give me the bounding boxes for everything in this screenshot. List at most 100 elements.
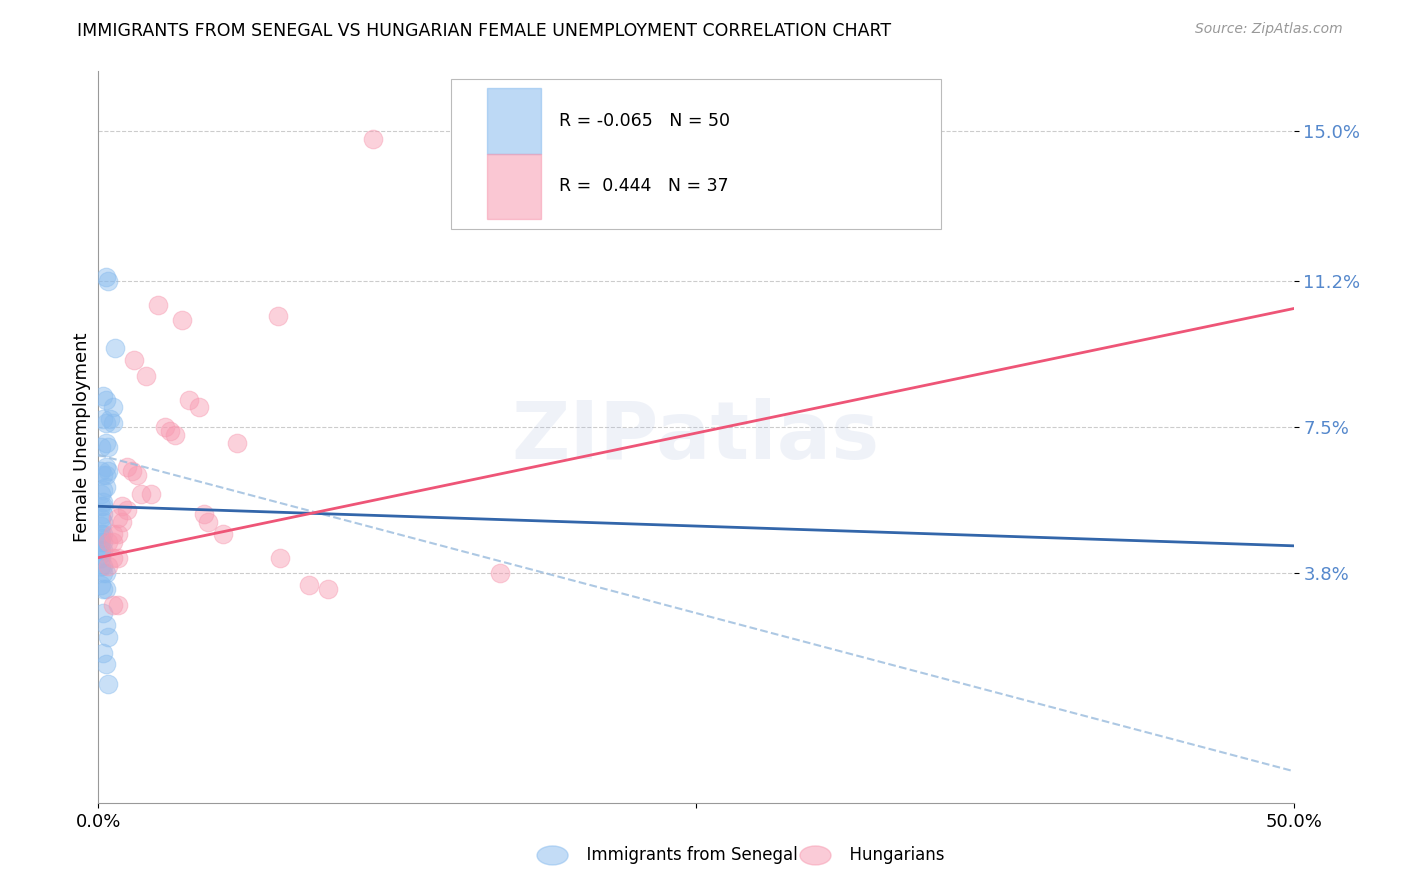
Point [90, 578, 112, 592]
Point [94, 436, 117, 450]
Point [131, 487, 153, 501]
Point [163, 428, 186, 442]
Point [111, 515, 134, 529]
Point [101, 598, 124, 612]
Point [115, 459, 138, 474]
Point [91, 534, 114, 549]
Point [91, 483, 114, 498]
Point [159, 424, 181, 438]
Point [90, 464, 112, 478]
Point [226, 436, 249, 450]
FancyBboxPatch shape [451, 78, 941, 228]
Y-axis label: Female Unemployment: Female Unemployment [73, 333, 91, 541]
Point [107, 598, 129, 612]
Point [94, 269, 117, 284]
Point [316, 582, 339, 597]
Text: Source: ZipAtlas.com: Source: ZipAtlas.com [1195, 22, 1343, 37]
Point [124, 353, 146, 368]
Point [269, 550, 291, 565]
Text: Hungarians: Hungarians [839, 847, 945, 864]
Point [91, 527, 114, 541]
Point [90, 440, 112, 454]
Point [197, 515, 219, 529]
Point [179, 392, 201, 407]
Point [97, 274, 120, 288]
Point [91, 467, 114, 482]
Point [101, 550, 124, 565]
Text: ZIPatlas: ZIPatlas [512, 398, 880, 476]
Point [91, 507, 114, 521]
Point [267, 310, 290, 324]
Point [101, 401, 124, 415]
Point [97, 677, 120, 691]
Bar [486, 88, 541, 153]
Point [91, 582, 114, 597]
Point [91, 566, 114, 581]
Point [97, 440, 120, 454]
Point [90, 547, 112, 561]
Point [90, 511, 112, 525]
Point [94, 392, 117, 407]
Point [104, 341, 127, 355]
Point [101, 527, 124, 541]
Point [97, 534, 120, 549]
Point [94, 459, 117, 474]
Point [98, 412, 122, 426]
Point [125, 467, 148, 482]
Point [135, 368, 157, 383]
Point [91, 388, 114, 402]
Point [94, 416, 117, 430]
Point [111, 500, 134, 514]
Text: IMMIGRANTS FROM SENEGAL VS HUNGARIAN FEMALE UNEMPLOYMENT CORRELATION CHART: IMMIGRANTS FROM SENEGAL VS HUNGARIAN FEM… [77, 22, 891, 40]
Point [97, 630, 120, 644]
Text: R =  0.444   N = 37: R = 0.444 N = 37 [558, 178, 728, 195]
Point [489, 566, 512, 581]
Point [91, 500, 114, 514]
Point [90, 550, 112, 565]
Text: Immigrants from Senegal: Immigrants from Senegal [576, 847, 799, 864]
Point [107, 511, 129, 525]
Point [211, 527, 233, 541]
Point [91, 412, 114, 426]
Bar [486, 153, 541, 219]
Point [193, 507, 215, 521]
Point [187, 401, 209, 415]
Point [91, 542, 114, 557]
Point [148, 298, 170, 312]
Point [101, 534, 124, 549]
Point [90, 519, 112, 533]
Point [107, 527, 129, 541]
Point [101, 416, 124, 430]
Point [97, 558, 120, 573]
Point [90, 531, 112, 545]
Circle shape [537, 846, 568, 865]
Point [115, 503, 138, 517]
Point [94, 582, 117, 597]
Point [107, 550, 129, 565]
Point [90, 487, 112, 501]
Point [90, 534, 112, 549]
Point [91, 646, 114, 660]
Point [298, 578, 321, 592]
Point [155, 420, 177, 434]
Point [91, 558, 114, 573]
Circle shape [800, 846, 831, 865]
Point [90, 500, 112, 514]
Point [172, 313, 194, 327]
Point [94, 566, 117, 581]
Point [90, 527, 112, 541]
Point [90, 558, 112, 573]
Point [121, 464, 143, 478]
Point [94, 618, 117, 632]
Point [90, 542, 112, 557]
Point [91, 606, 114, 620]
Point [139, 487, 162, 501]
Point [91, 515, 114, 529]
Point [97, 464, 120, 478]
Point [94, 657, 117, 672]
Point [91, 495, 114, 509]
Text: R = -0.065   N = 50: R = -0.065 N = 50 [558, 112, 730, 130]
Point [363, 131, 385, 145]
Point [94, 479, 117, 493]
Point [94, 467, 117, 482]
